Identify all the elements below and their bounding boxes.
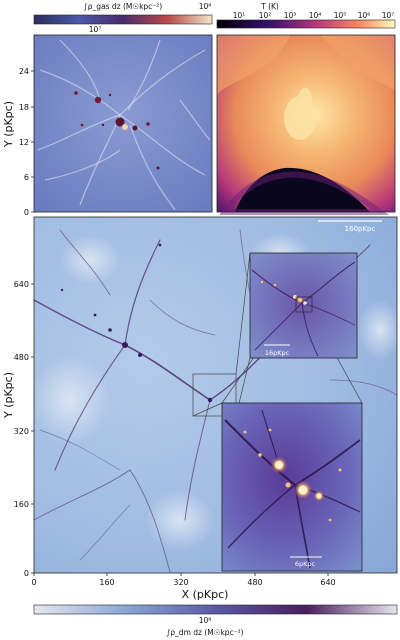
gas-ytick: 6 (24, 173, 29, 182)
main-xticks: 0 160 320 480 640 (31, 573, 336, 587)
main-xtick: 320 (173, 578, 188, 587)
gas-ytick: 0 (24, 208, 29, 217)
gas-ytick: 12 (19, 138, 29, 147)
main-xtick: 160 (99, 578, 114, 587)
main-xtick: 0 (31, 578, 36, 587)
gas-colorbar-label: ∫ρ_gas dz (M☉kpc⁻²) (84, 2, 162, 11)
gas-colorbar-tick: 10⁷ (89, 25, 102, 34)
gas-density-panel: 0 6 12 18 24 Y (pKpc) (2, 34, 213, 217)
gas-colorbar: ∫ρ_gas dz (M☉kpc⁻²) 10⁷ 10⁸ (33, 2, 213, 34)
temperature-tick: 10² (259, 11, 272, 20)
dark-matter-colorbar: 10⁸ ∫ρ_dm dz (M☉kpc⁻²) (33, 604, 398, 637)
main-xtick: 480 (247, 578, 262, 587)
zoom-inset-2: 6pKpc (221, 402, 363, 572)
main-ytick: 480 (14, 353, 29, 362)
main-xlabel: X (pKpc) (182, 588, 229, 601)
gas-panel-yticks: 0 6 12 18 24 (19, 67, 34, 217)
temperature-tick: 10⁴ (309, 11, 322, 20)
main-scalebar-label: 160pKpc (345, 225, 376, 233)
main-xtick: 640 (320, 578, 335, 587)
temperature-panel (216, 34, 396, 215)
gas-panel-ylabel: Y (pKpc) (2, 101, 15, 148)
gas-colorbar-tick: 10⁸ (199, 2, 212, 11)
temperature-hot-core (284, 88, 316, 140)
zoom-inset-1: 16pKpc (249, 252, 358, 359)
gas-ytick: 18 (19, 103, 29, 112)
gas-ytick: 24 (19, 67, 29, 76)
temperature-tick: 10¹ (233, 11, 246, 20)
dm-colorbar-label: ∫ρ_dm dz (M☉kpc⁻²) (166, 628, 243, 637)
main-ytick: 640 (14, 280, 29, 289)
main-ytick: 320 (14, 427, 29, 436)
temperature-colorbar: T (K) 10¹ 10² 10³ 10⁴ 10⁵ 10⁶ 10⁷ (216, 2, 396, 29)
zoom-region-1 (192, 373, 237, 417)
temperature-colorbar-label: T (K) (260, 2, 279, 11)
main-ylabel: Y (pKpc) (2, 372, 15, 419)
gas-clumps (74, 91, 160, 170)
main-yticks: 0 160 320 480 640 (14, 280, 34, 578)
main-ytick: 0 (24, 569, 29, 578)
inset2-hot-clumps (243, 428, 342, 522)
inset1-scalebar-label: 16pKpc (265, 349, 290, 357)
main-ytick: 160 (14, 500, 29, 509)
inset2-scalebar-label: 6pKpc (295, 560, 316, 568)
temperature-tick: 10³ (284, 11, 297, 20)
dark-matter-filaments (33, 229, 398, 573)
temperature-colorbar-ticks: 10¹ 10² 10³ 10⁴ 10⁵ 10⁶ 10⁷ (233, 11, 395, 20)
temperature-tick: 10⁶ (358, 11, 371, 20)
dm-colorbar-tick: 10⁸ (199, 616, 212, 625)
temperature-tick: 10⁵ (334, 11, 347, 20)
temperature-tick: 10⁷ (382, 11, 395, 20)
temperature-plumes (217, 35, 395, 95)
dark-matter-halos (60, 243, 213, 403)
main-scalebar: 160pKpc (318, 220, 382, 233)
zoom-region-2 (295, 296, 313, 313)
